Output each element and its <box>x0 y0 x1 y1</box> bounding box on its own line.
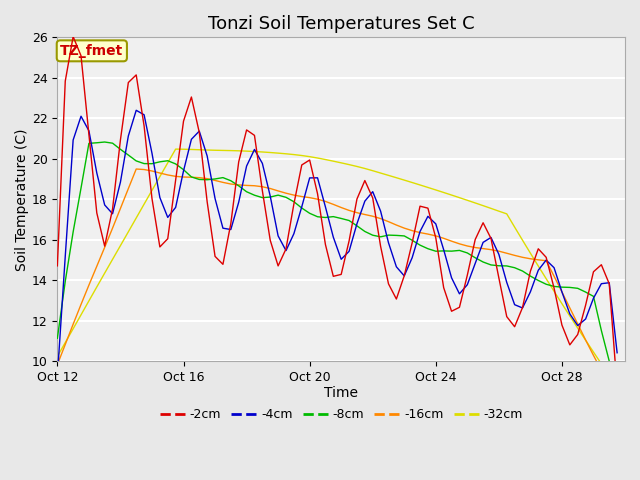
Title: Tonzi Soil Temperatures Set C: Tonzi Soil Temperatures Set C <box>208 15 474 33</box>
Y-axis label: Soil Temperature (C): Soil Temperature (C) <box>15 128 29 271</box>
Text: TZ_fmet: TZ_fmet <box>60 44 124 58</box>
Legend: -2cm, -4cm, -8cm, -16cm, -32cm: -2cm, -4cm, -8cm, -16cm, -32cm <box>154 403 528 426</box>
X-axis label: Time: Time <box>324 385 358 400</box>
